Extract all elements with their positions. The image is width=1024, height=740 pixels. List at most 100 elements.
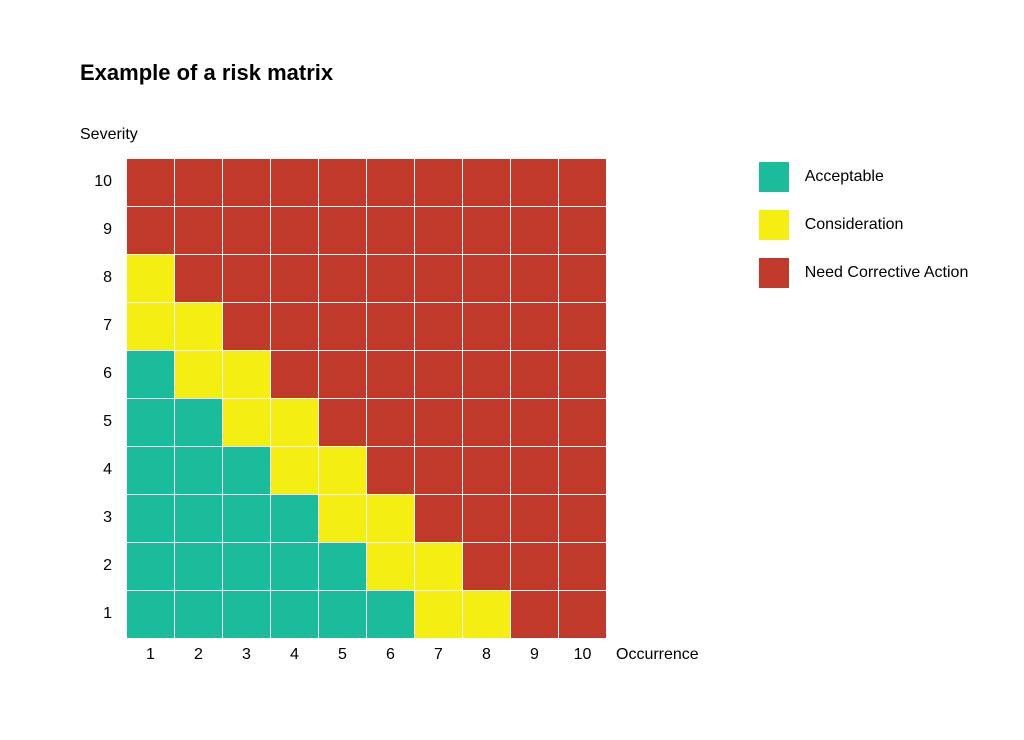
matrix-cell bbox=[367, 591, 415, 639]
x-tick-label: 5 bbox=[318, 643, 366, 667]
matrix-cell bbox=[127, 255, 175, 303]
matrix-cell bbox=[559, 255, 607, 303]
x-tick-label: 1 bbox=[126, 643, 174, 667]
matrix-cell bbox=[511, 591, 559, 639]
matrix-cell bbox=[511, 159, 559, 207]
matrix-cell bbox=[415, 495, 463, 543]
matrix-cell bbox=[223, 543, 271, 591]
matrix-cell bbox=[319, 303, 367, 351]
matrix-cell bbox=[271, 159, 319, 207]
matrix-cell bbox=[175, 303, 223, 351]
matrix-cell bbox=[559, 543, 607, 591]
matrix-cell bbox=[223, 495, 271, 543]
x-tick-label: 9 bbox=[510, 643, 558, 667]
matrix-cell bbox=[415, 207, 463, 255]
matrix-cell bbox=[127, 591, 175, 639]
matrix-cell bbox=[175, 399, 223, 447]
matrix-cell bbox=[415, 543, 463, 591]
matrix-cell bbox=[175, 447, 223, 495]
matrix-cell bbox=[319, 591, 367, 639]
matrix-cell bbox=[127, 399, 175, 447]
x-tick-label: 6 bbox=[366, 643, 414, 667]
matrix-cell bbox=[511, 207, 559, 255]
matrix-cell bbox=[415, 159, 463, 207]
grid-and-ylabels: 10987654321 bbox=[80, 158, 699, 639]
matrix-cell bbox=[559, 207, 607, 255]
matrix-cell bbox=[463, 543, 511, 591]
matrix-cell bbox=[271, 399, 319, 447]
matrix-cell bbox=[271, 303, 319, 351]
matrix-cell bbox=[511, 447, 559, 495]
matrix-cell bbox=[319, 255, 367, 303]
matrix-cell bbox=[127, 495, 175, 543]
x-tick-label: 8 bbox=[462, 643, 510, 667]
matrix-cell bbox=[271, 351, 319, 399]
matrix-cell bbox=[367, 351, 415, 399]
matrix-cell bbox=[463, 255, 511, 303]
legend-label: Consideration bbox=[805, 216, 904, 234]
matrix-cell bbox=[127, 159, 175, 207]
legend-label: Need Corrective Action bbox=[805, 264, 969, 282]
matrix-cell bbox=[463, 495, 511, 543]
matrix-cell bbox=[415, 351, 463, 399]
y-tick-label: 3 bbox=[80, 494, 120, 542]
matrix-cell bbox=[271, 543, 319, 591]
matrix-cell bbox=[463, 207, 511, 255]
matrix-cell bbox=[559, 495, 607, 543]
matrix-cell bbox=[415, 447, 463, 495]
matrix-cell bbox=[319, 495, 367, 543]
matrix-cell bbox=[511, 399, 559, 447]
matrix-cell bbox=[175, 207, 223, 255]
matrix-cell bbox=[223, 447, 271, 495]
matrix-cell bbox=[319, 207, 367, 255]
matrix-cell bbox=[559, 351, 607, 399]
matrix-cell bbox=[271, 447, 319, 495]
matrix-cell bbox=[511, 255, 559, 303]
matrix-cell bbox=[463, 303, 511, 351]
y-tick-label: 1 bbox=[80, 590, 120, 638]
matrix-cell bbox=[559, 591, 607, 639]
matrix-cell bbox=[127, 543, 175, 591]
matrix-cell bbox=[559, 303, 607, 351]
legend-item: Consideration bbox=[759, 210, 969, 240]
y-tick-label: 6 bbox=[80, 350, 120, 398]
matrix-cell bbox=[367, 399, 415, 447]
matrix-cell bbox=[223, 351, 271, 399]
y-tick-label: 7 bbox=[80, 302, 120, 350]
y-tick-label: 9 bbox=[80, 206, 120, 254]
matrix-cell bbox=[511, 303, 559, 351]
matrix-cell bbox=[223, 303, 271, 351]
matrix-cell bbox=[175, 351, 223, 399]
matrix-cell bbox=[367, 447, 415, 495]
x-labels-row: 12345678910 Occurrence bbox=[80, 643, 699, 667]
x-labels-spacer bbox=[80, 643, 126, 667]
matrix-cell bbox=[319, 543, 367, 591]
matrix-cell bbox=[127, 447, 175, 495]
y-tick-labels: 10987654321 bbox=[80, 158, 120, 638]
matrix-cell bbox=[271, 207, 319, 255]
matrix-cell bbox=[223, 591, 271, 639]
legend: Acceptable Consideration Need Corrective A… bbox=[759, 162, 969, 288]
chart-container: Example of a risk matrix Severity 109876… bbox=[80, 60, 968, 667]
risk-matrix-grid bbox=[126, 158, 607, 639]
x-tick-label: 2 bbox=[174, 643, 222, 667]
matrix-cell bbox=[319, 159, 367, 207]
matrix-cell bbox=[367, 255, 415, 303]
x-tick-label: 3 bbox=[222, 643, 270, 667]
y-tick-label: 5 bbox=[80, 398, 120, 446]
matrix-cell bbox=[511, 543, 559, 591]
y-tick-label: 8 bbox=[80, 254, 120, 302]
matrix-cell bbox=[559, 399, 607, 447]
legend-item: Acceptable bbox=[759, 162, 969, 192]
x-tick-label: 10 bbox=[558, 643, 606, 667]
matrix-cell bbox=[559, 159, 607, 207]
chart-title: Example of a risk matrix bbox=[80, 60, 968, 86]
matrix-cell bbox=[367, 543, 415, 591]
matrix-cell bbox=[127, 207, 175, 255]
matrix-cell bbox=[463, 159, 511, 207]
x-tick-label: 7 bbox=[414, 643, 462, 667]
matrix-cell bbox=[175, 591, 223, 639]
matrix-cell bbox=[175, 255, 223, 303]
matrix-cell bbox=[415, 255, 463, 303]
matrix-cell bbox=[127, 303, 175, 351]
